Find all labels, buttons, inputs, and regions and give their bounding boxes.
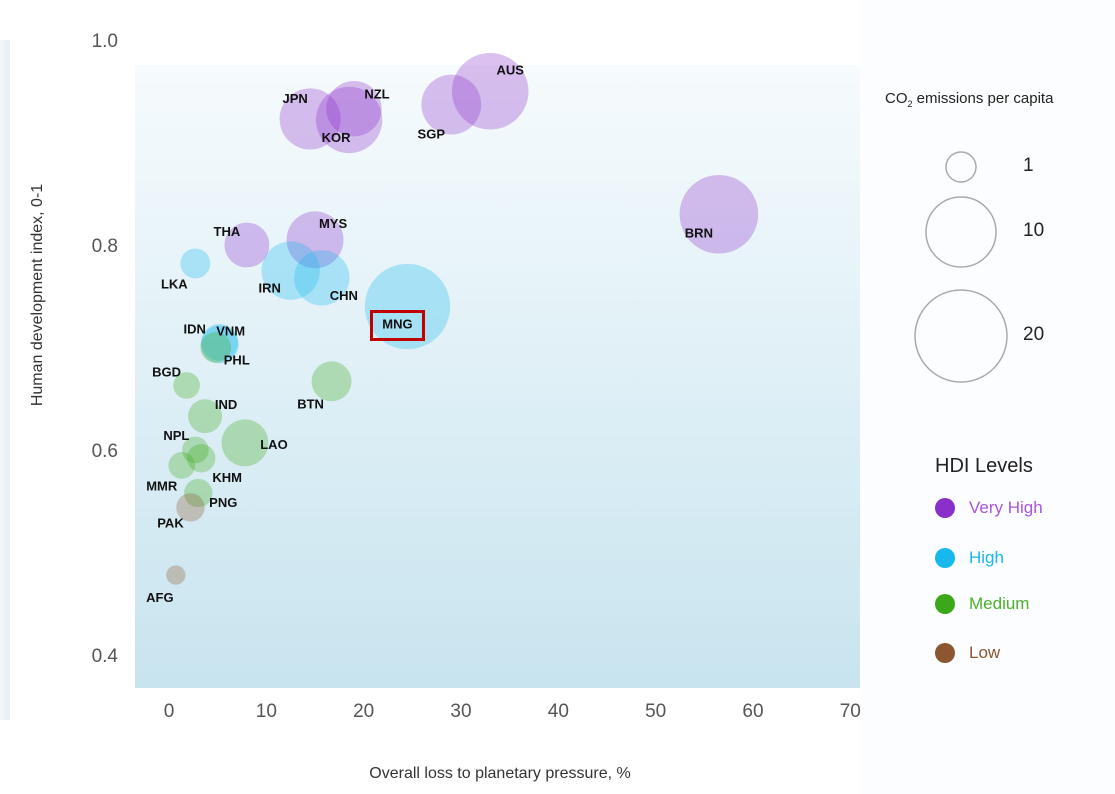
label-mng: MNG <box>382 317 412 332</box>
label-mys: MYS <box>319 216 348 231</box>
bubble-pak <box>176 493 205 522</box>
hdi-legend-label: Medium <box>969 594 1030 613</box>
label-lao: LAO <box>260 437 287 452</box>
bubble-nzl <box>326 80 382 137</box>
x-tick-label: 60 <box>742 701 763 722</box>
label-aus: AUS <box>496 62 524 77</box>
hdi-legend-item: Very High <box>935 496 1043 520</box>
bubble-ind <box>188 399 223 434</box>
y-tick-label: 0.6 <box>92 441 118 462</box>
hdi-legend-swatch <box>935 643 955 663</box>
size-legend-label: 10 <box>1023 220 1045 241</box>
size-legend-label: 20 <box>1023 324 1045 345</box>
bubble-afg <box>166 565 186 585</box>
label-bgd: BGD <box>152 364 181 379</box>
label-tha: THA <box>214 224 241 239</box>
bubble-btn <box>311 361 352 402</box>
legend-panel-background <box>860 0 1115 794</box>
left-panel-edge <box>0 40 10 720</box>
x-tick-label: 70 <box>840 701 861 722</box>
hdi-legend-label: High <box>969 548 1004 567</box>
bubble-brn <box>679 174 759 254</box>
bubble-kor <box>315 86 383 154</box>
label-lka: LKA <box>161 276 188 291</box>
legend: CO2 emissions per capita 1 10 20 HDI Level… <box>880 85 1110 705</box>
highlight-box <box>369 310 425 341</box>
label-chn: CHN <box>330 288 358 303</box>
size-legend-label: 1 <box>1023 155 1034 176</box>
hdi-legend-title: HDI Levels <box>935 455 1033 477</box>
label-png: PNG <box>209 495 237 510</box>
label-mmr: MMR <box>146 478 178 493</box>
bubble-phl <box>200 332 232 363</box>
size-legend-circle-20 <box>914 289 1008 383</box>
bubble-sgp <box>421 74 482 135</box>
hdi-legend-swatch <box>935 548 955 568</box>
x-tick-label: 20 <box>353 701 374 722</box>
y-tick-label: 1.0 <box>92 31 118 52</box>
bubble-tha <box>224 222 270 268</box>
bubble-idn <box>201 323 239 361</box>
x-tick-label: 0 <box>164 701 175 722</box>
y-axis-title: Human development index, 0-1 <box>29 184 46 406</box>
label-npl: NPL <box>163 428 189 443</box>
label-phl: PHL <box>224 353 250 368</box>
label-jpn: JPN <box>283 91 308 106</box>
label-ind: IND <box>215 397 237 412</box>
label-vnm: VNM <box>216 323 245 338</box>
label-kor: KOR <box>322 130 352 145</box>
hdi-legend-item: High <box>935 546 1004 570</box>
x-tick-label: 40 <box>548 701 569 722</box>
label-btn: BTN <box>297 396 324 411</box>
size-legend-title: CO2 emissions per capita <box>885 90 1054 109</box>
hdi-legend-swatch <box>935 498 955 518</box>
label-brn: BRN <box>685 225 713 240</box>
bubble-mys <box>286 211 344 269</box>
label-pak: PAK <box>157 515 184 530</box>
size-legend-circle-10 <box>925 196 997 268</box>
x-tick-label: 30 <box>450 701 471 722</box>
size-legend-circle-1 <box>945 151 977 183</box>
bubble-png <box>184 478 213 508</box>
label-khm: KHM <box>212 470 242 485</box>
x-axis-title: Overall loss to planetary pressure, % <box>369 765 630 782</box>
bubble-chn <box>294 250 350 306</box>
bubble-aus <box>451 52 529 130</box>
bubble-irn <box>261 241 320 300</box>
label-sgp: SGP <box>418 127 446 142</box>
y-tick-label: 0.8 <box>92 236 118 257</box>
hdi-legend-item: Medium <box>935 592 1029 616</box>
bubble-mng <box>364 263 451 350</box>
bubble-mmr <box>168 452 196 479</box>
hdi-legend-item: Low <box>935 641 1000 665</box>
y-tick-label: 0.4 <box>92 646 119 667</box>
plot-area <box>135 65 860 688</box>
bubble-jpn <box>279 88 341 150</box>
hdi-legend-label: Low <box>969 643 1001 662</box>
label-irn: IRN <box>259 281 281 296</box>
bubble-lka <box>180 248 211 279</box>
x-tick-label: 50 <box>645 701 666 722</box>
label-nzl: NZL <box>364 87 389 102</box>
label-afg: AFG <box>146 590 173 605</box>
bubble-vnm <box>200 325 239 364</box>
hdi-legend-swatch <box>935 594 955 614</box>
x-tick-label: 10 <box>256 701 277 722</box>
bubble-npl <box>182 436 209 464</box>
label-idn: IDN <box>183 321 205 336</box>
hdi-legend-label: Very High <box>969 498 1043 517</box>
bubble-lao <box>221 419 269 467</box>
bubble-khm <box>186 444 216 473</box>
bubble-bgd <box>173 372 200 399</box>
size-legend-circles <box>914 151 1008 383</box>
